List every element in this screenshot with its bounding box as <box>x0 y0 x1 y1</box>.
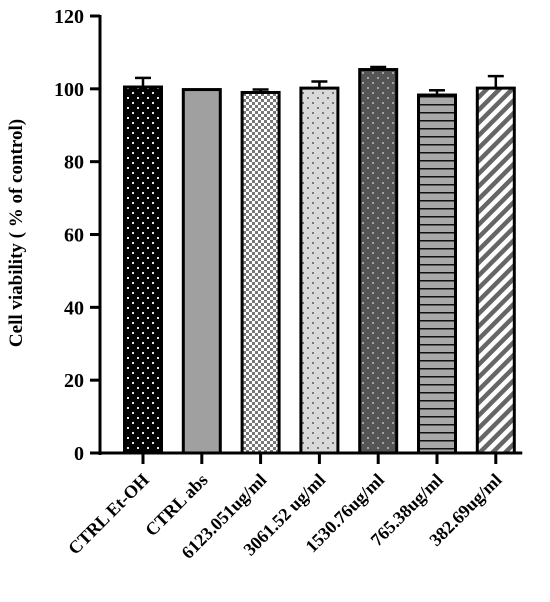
y-axis: 0 20 40 60 80 100 120 <box>54 6 102 465</box>
y-tick-label: 60 <box>64 225 84 247</box>
bar <box>475 86 516 455</box>
y-tick-label: 0 <box>74 443 84 465</box>
y-axis-label: Cell viability ( % of control) <box>6 119 27 347</box>
y-tick-label: 80 <box>64 152 84 174</box>
bar <box>299 86 340 455</box>
x-tick-label: CTRL Et-OH <box>64 470 153 559</box>
bar <box>417 93 457 455</box>
y-tick-label: 40 <box>64 297 84 319</box>
plot-area <box>123 65 516 455</box>
bar <box>358 68 399 455</box>
y-tick-label: 120 <box>54 6 84 28</box>
y-tick-label: 100 <box>54 79 84 101</box>
bar <box>240 90 281 455</box>
bar <box>123 85 163 455</box>
y-tick-label: 20 <box>64 370 84 392</box>
bar <box>181 88 222 455</box>
